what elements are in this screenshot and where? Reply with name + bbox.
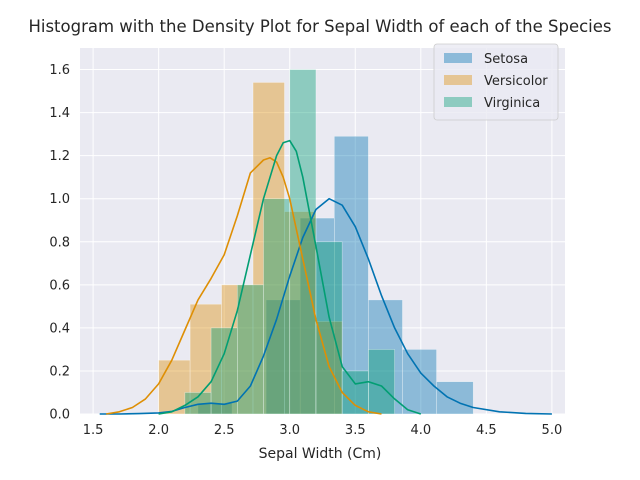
versicolor-histogram-bar xyxy=(189,303,222,415)
virginica-histogram-bar xyxy=(236,284,264,415)
virginica-density-line xyxy=(158,139,422,415)
versicolor-legend-label: Versicolor xyxy=(484,74,548,89)
y-tick-label: 1.2 xyxy=(49,149,70,164)
y-tick-label: 0.8 xyxy=(49,235,70,250)
virginica-legend-swatch xyxy=(444,97,472,107)
versicolor-legend-swatch xyxy=(444,75,472,85)
x-tick-label: 1.5 xyxy=(83,423,104,438)
virginica-histogram-bar xyxy=(210,327,238,415)
density-curves xyxy=(99,139,552,415)
setosa-histogram-bar xyxy=(333,135,369,415)
legend-box xyxy=(433,43,559,121)
x-tick-label: 5.0 xyxy=(542,423,563,438)
virginica-histogram-bar xyxy=(368,349,395,415)
y-tick-label: 1.6 xyxy=(49,63,70,78)
y-tick-label: 0.2 xyxy=(49,364,70,379)
x-tick-label: 2.0 xyxy=(148,423,169,438)
y-tick-label: 0.6 xyxy=(49,278,70,293)
x-tick-label: 3.0 xyxy=(279,423,300,438)
legend: Setosa Versicolor Virginica xyxy=(433,43,559,121)
setosa-histogram-bar xyxy=(402,349,437,415)
x-tick-label: 2.5 xyxy=(214,423,235,438)
setosa-density-line xyxy=(99,197,552,415)
x-tick-label: 4.0 xyxy=(410,423,431,438)
chart-title: Histogram with the Density Plot for Sepa… xyxy=(28,17,611,36)
versicolor-density-line xyxy=(106,157,382,415)
y-tick-label: 0.4 xyxy=(49,321,70,336)
x-tick-label: 3.5 xyxy=(345,423,366,438)
virginica-histogram-bar xyxy=(341,370,369,415)
virginica-histogram-bar xyxy=(263,198,291,415)
virginica-legend-label: Virginica xyxy=(484,96,540,111)
x-axis-title: Sepal Width (Cm) xyxy=(259,446,382,462)
y-tick-label: 1.0 xyxy=(49,192,70,207)
versicolor-histogram-bar xyxy=(252,82,285,415)
legend-items: Setosa Versicolor Virginica xyxy=(444,52,548,111)
virginica-histogram-bar xyxy=(289,69,317,415)
y-tick-label: 1.4 xyxy=(49,106,70,121)
setosa-legend-label: Setosa xyxy=(484,52,528,67)
tick-labels: 1.5 2.0 2.5 3.0 3.5 4.0 4.5 5.0 0.0 0.2 0.4 0.6 0.8 1… xyxy=(49,63,562,438)
setosa-legend-swatch xyxy=(444,53,472,63)
setosa-histogram-bar xyxy=(436,381,474,415)
y-tick-label: 0.0 xyxy=(49,408,70,423)
x-tick-label: 4.5 xyxy=(476,423,497,438)
